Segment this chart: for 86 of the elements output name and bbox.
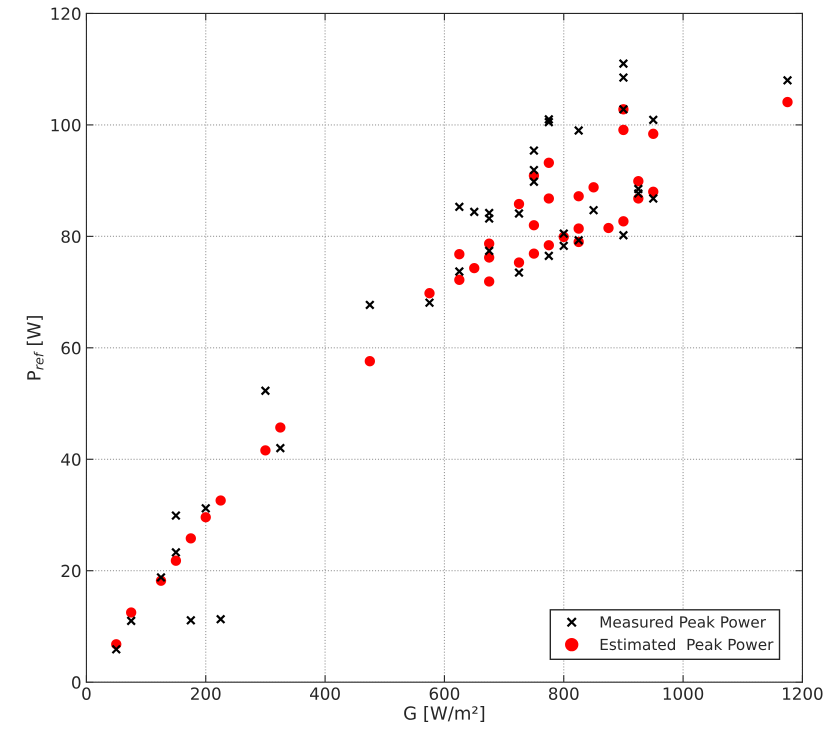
point — [588, 182, 599, 192]
point — [544, 240, 554, 250]
point — [111, 644, 122, 654]
point — [529, 165, 539, 175]
point — [618, 216, 629, 226]
point — [782, 96, 793, 108]
point — [514, 208, 524, 218]
point — [260, 445, 271, 456]
point — [514, 268, 524, 278]
point — [275, 422, 286, 433]
y-tick-label: 60 — [62, 342, 80, 354]
point — [454, 249, 464, 260]
y-tick-label: 120 — [52, 7, 80, 20]
y-tick-label: 40 — [61, 453, 80, 466]
point — [200, 512, 211, 522]
point — [364, 356, 375, 366]
x-tick-label: 600 — [430, 687, 460, 700]
point — [558, 240, 569, 251]
point — [633, 188, 644, 198]
x-tick-label: 400 — [310, 687, 340, 700]
legend-label: Measured Peak Power — [600, 616, 766, 628]
point — [364, 300, 375, 310]
x-tick-label: 800 — [548, 687, 579, 700]
point — [275, 443, 286, 454]
x-tick-label: 0 — [82, 687, 91, 700]
point — [484, 238, 494, 249]
point — [529, 176, 539, 187]
point — [484, 208, 494, 218]
point — [558, 228, 569, 238]
point — [424, 298, 434, 308]
y-tick-label: 0 — [72, 676, 80, 689]
point — [186, 533, 196, 544]
point — [424, 288, 435, 298]
point — [648, 128, 658, 139]
point — [603, 222, 614, 234]
point — [216, 495, 226, 506]
point — [529, 146, 539, 156]
point — [484, 276, 494, 287]
point — [544, 158, 554, 168]
point — [618, 72, 628, 82]
point — [186, 615, 196, 626]
point — [544, 193, 554, 204]
point — [574, 126, 584, 136]
point — [618, 124, 629, 136]
point — [260, 386, 270, 396]
point — [528, 220, 540, 230]
point — [633, 176, 644, 186]
point — [454, 202, 464, 212]
point — [514, 257, 524, 268]
point — [454, 266, 464, 276]
point — [156, 572, 166, 582]
point — [126, 607, 136, 618]
legend-label: Estimated Peak Power — [600, 638, 774, 650]
point — [514, 198, 524, 210]
point — [484, 214, 494, 224]
x-axis-title: G [W/m²] — [404, 706, 484, 722]
point — [618, 58, 628, 69]
y-tick-label: 100 — [52, 118, 80, 132]
point — [484, 246, 494, 256]
point — [618, 230, 628, 240]
y-axis-title: P$_{ref}$ [W] — [26, 316, 44, 380]
point — [544, 114, 554, 124]
x-tick-label: 1000 — [664, 687, 704, 700]
point — [574, 191, 584, 202]
point — [648, 114, 658, 125]
point — [469, 262, 480, 274]
y-tick-label: 80 — [61, 230, 80, 243]
point — [216, 614, 226, 624]
point — [574, 223, 584, 234]
point — [633, 184, 644, 194]
point — [544, 117, 554, 128]
point — [588, 205, 599, 216]
point — [126, 616, 136, 626]
point — [454, 274, 464, 285]
x-tick-label: 200 — [191, 687, 221, 700]
y-tick-label: 20 — [62, 564, 80, 578]
x-tick-label: 1200 — [783, 687, 823, 700]
point — [782, 75, 792, 86]
point — [648, 194, 658, 204]
point — [544, 250, 554, 261]
point — [469, 206, 480, 217]
point — [171, 547, 181, 558]
point — [528, 248, 540, 259]
point — [170, 556, 182, 566]
point — [200, 503, 211, 514]
point — [171, 510, 181, 520]
